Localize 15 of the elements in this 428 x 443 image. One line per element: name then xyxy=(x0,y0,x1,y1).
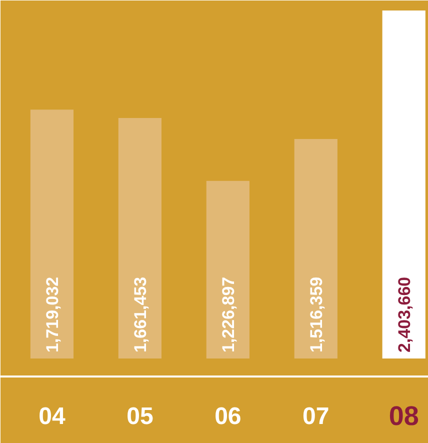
x-tick-label: 04 xyxy=(38,403,66,430)
x-tick-label: 06 xyxy=(214,403,242,430)
data-label: 1,661,453 xyxy=(130,276,150,352)
bar xyxy=(118,118,162,358)
data-label: 1,516,359 xyxy=(306,276,326,352)
data-label: 1,226,897 xyxy=(218,276,238,352)
x-tick-label: 05 xyxy=(126,403,154,430)
x-tick-label: 07 xyxy=(302,403,330,430)
bar xyxy=(206,180,250,358)
data-label: 2,403,660 xyxy=(394,276,414,352)
bar xyxy=(30,110,74,358)
data-label: 1,719,032 xyxy=(42,276,62,352)
x-tick-label: 08 xyxy=(388,401,419,431)
bar xyxy=(382,10,426,358)
bar xyxy=(294,138,338,358)
